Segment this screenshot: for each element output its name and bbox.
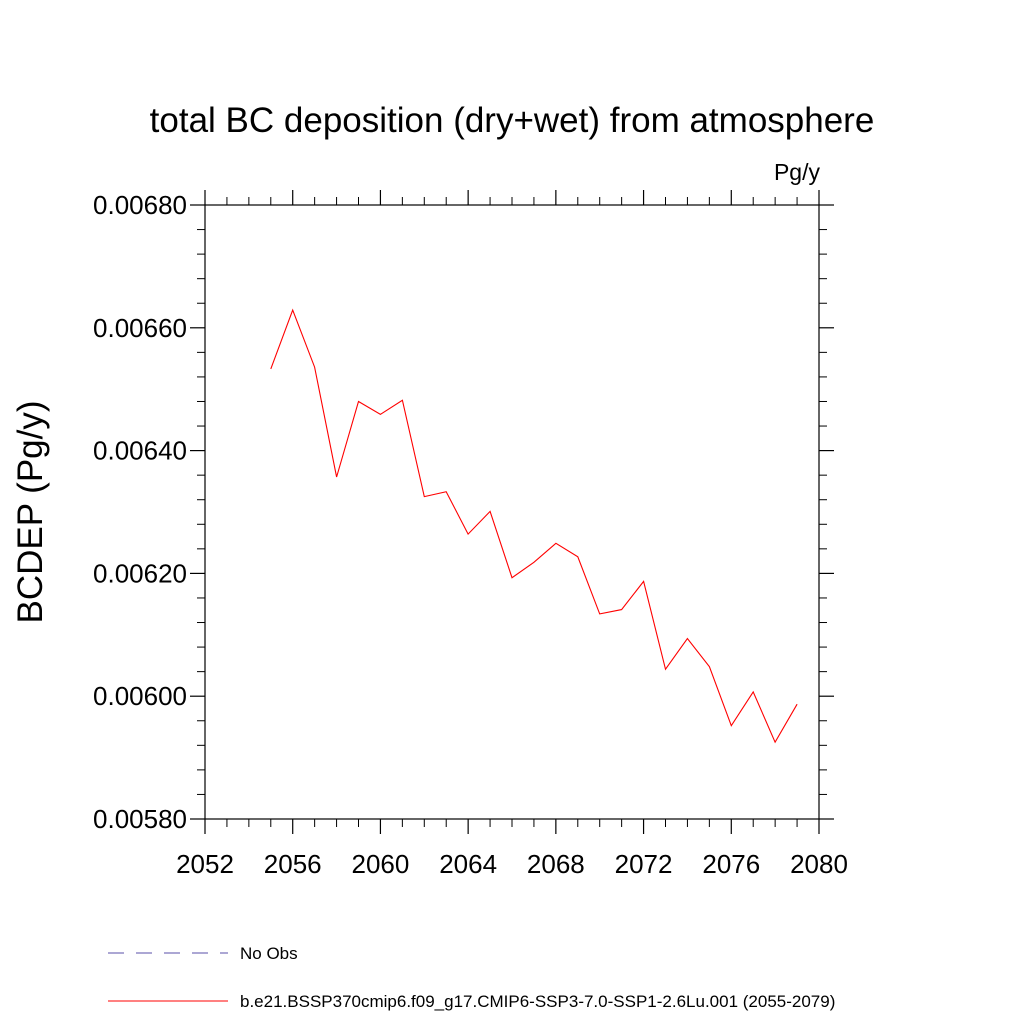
- chart-title: total BC deposition (dry+wet) from atmos…: [150, 101, 875, 140]
- y-tick-label: 0.00620: [93, 558, 187, 588]
- x-tick-label: 2052: [176, 849, 234, 879]
- legend-label-model-run: b.e21.BSSP370cmip6.f09_g17.CMIP6-SSP3-7.…: [240, 992, 835, 1011]
- x-tick-label: 2080: [790, 849, 848, 879]
- series-layer: [270, 308, 798, 744]
- y-tick-label: 0.00660: [93, 313, 187, 343]
- x-tick-label: 2076: [702, 849, 760, 879]
- x-tick-label: 2068: [527, 849, 585, 879]
- y-tick-label: 0.00680: [93, 190, 187, 220]
- x-axis-ticks: 2052 2056 2060 2064 2068 2072 2076 2080: [176, 190, 848, 879]
- plot-frame: [204, 204, 820, 820]
- x-tick-label: 2060: [352, 849, 410, 879]
- y-axis-ticks: 0.00580 0.00600 0.00620 0.00640 0.00660 0.006…: [93, 190, 834, 834]
- legend-label-no-obs: No Obs: [240, 944, 298, 963]
- units-label: Pg/y: [774, 159, 821, 185]
- x-tick-label: 2072: [615, 849, 673, 879]
- x-tick-label: 2064: [439, 849, 497, 879]
- x-tick-label: 2056: [264, 849, 322, 879]
- y-axis-label: BCDEP (Pg/y): [11, 400, 50, 623]
- y-tick-label: 0.00640: [93, 436, 187, 466]
- y-tick-label: 0.00580: [93, 804, 187, 834]
- legend: No Obs b.e21.BSSP370cmip6.f09_g17.CMIP6-…: [108, 944, 835, 1011]
- y-tick-label: 0.00600: [93, 681, 187, 711]
- series-line: [270, 308, 798, 744]
